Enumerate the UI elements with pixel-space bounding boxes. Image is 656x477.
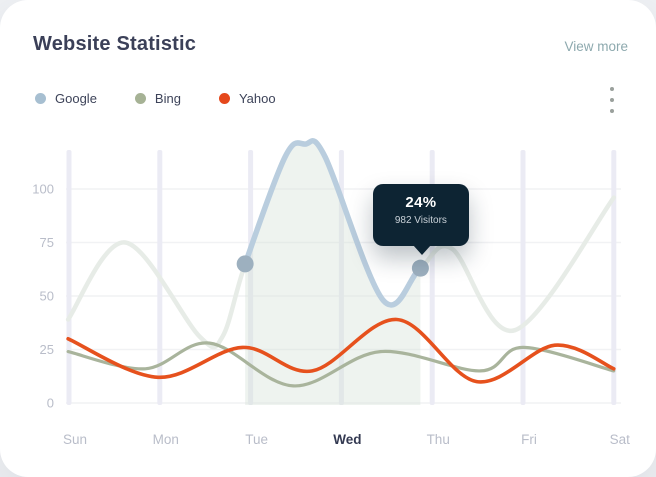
more-options-button[interactable]: [604, 85, 620, 115]
bing-color-dot-icon: [134, 93, 146, 104]
y-tick-25: 25: [40, 342, 54, 357]
view-more-link[interactable]: View more: [564, 39, 628, 54]
kebab-dot-icon: [610, 87, 614, 91]
legend-item-bing[interactable]: Bing: [134, 91, 181, 106]
tooltip-value: 24%: [405, 194, 437, 212]
tooltip-visitors: 982 Visitors: [394, 215, 447, 227]
legend-label: Yahoo: [238, 91, 276, 106]
x-tick-tue[interactable]: Tue: [245, 432, 268, 447]
chart-tooltip: 24% 982 Visitors: [372, 184, 469, 256]
x-tick-mon[interactable]: Mon: [153, 432, 179, 447]
legend-label: Google: [55, 91, 97, 106]
kebab-dot-icon: [610, 98, 614, 102]
google-series-line-highlight[interactable]: [242, 138, 424, 308]
v-gridline-band-fri: [520, 150, 526, 405]
page-title: Website Statistic: [33, 33, 197, 55]
google-color-dot-icon: [35, 93, 46, 104]
google-data-point-marker-1[interactable]: [236, 255, 254, 273]
kebab-dot-icon: [610, 109, 614, 113]
x-tick-thu[interactable]: Thu: [427, 432, 450, 447]
google-data-point-marker-2[interactable]: [411, 259, 429, 277]
y-tick-75: 75: [40, 235, 54, 250]
yahoo-series-line[interactable]: [66, 317, 616, 384]
v-gridline-band-tue: [248, 150, 254, 405]
x-tick-sun[interactable]: Sun: [63, 432, 87, 447]
v-gridline-band-sat: [611, 150, 617, 405]
legend-label: Bing: [154, 91, 181, 106]
bing-series-line[interactable]: [66, 341, 616, 388]
tooltip-arrow: [413, 245, 432, 256]
y-tick-100: 100: [32, 182, 54, 197]
v-gridline-band-sun: [66, 150, 72, 405]
v-gridline-band-wed: [338, 150, 344, 405]
yahoo-color-dot-icon: [218, 93, 230, 104]
legend-item-yahoo[interactable]: Yahoo: [218, 91, 276, 106]
legend-item-google[interactable]: Google: [35, 91, 97, 106]
google-highlight-area: [245, 140, 421, 405]
y-tick-50: 50: [40, 289, 54, 304]
y-tick-0: 0: [47, 396, 54, 411]
x-tick-fri[interactable]: Fri: [521, 432, 537, 447]
chart-legend: Google Bing Yahoo: [35, 91, 276, 106]
x-tick-sat[interactable]: Sat: [610, 432, 631, 447]
x-tick-wed[interactable]: Wed: [333, 432, 361, 447]
